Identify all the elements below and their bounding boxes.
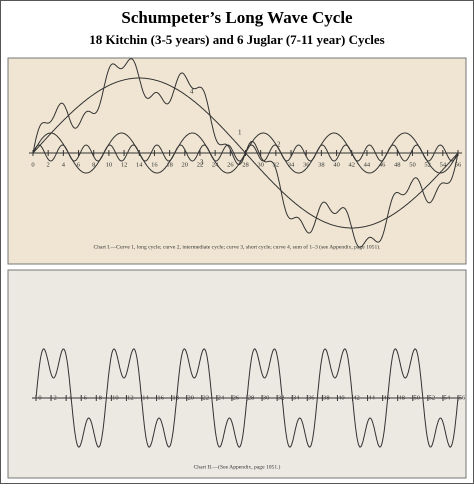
x-tick-label: 30 <box>257 161 264 168</box>
subtitle: 18 Kitchin (3-5 years) and 6 Juglar (7-1… <box>89 32 384 47</box>
x-tick-label: 26 <box>227 161 234 168</box>
x-tick-label: 12 <box>127 394 134 401</box>
x-tick-label: 48 <box>394 161 401 168</box>
caption: Chart II.—(See Appendix, page 1051.) <box>194 463 281 470</box>
chart-2: 0 2 4 6 8 10 12 14 16 18 20 22 24 26 28 30 32 34 36 38 40 42 4… <box>32 348 466 470</box>
x-tick-label: 0 <box>31 161 34 168</box>
chart-1: 0 2 4 6 8 10 12 14 16 18 20 22 24 26 28 30 32 34 36 38 40 42 4… <box>29 58 462 250</box>
x-tick-label: 28 <box>248 394 255 401</box>
x-tick-label: 8 <box>92 161 95 168</box>
panel-2 <box>7 269 467 479</box>
x-tick-label: 24 <box>218 394 225 401</box>
x-tick-label: 46 <box>379 161 386 168</box>
x-tick-label: 36 <box>308 394 315 401</box>
x-tick-label: 6 <box>84 394 88 401</box>
x-tick-label: 2 <box>53 394 56 401</box>
x-tick-label: 34 <box>288 161 295 168</box>
x-tick-label: 40 <box>338 394 345 401</box>
curve <box>35 348 459 448</box>
x-tick-label: 4 <box>62 161 66 168</box>
curve-label: 4 <box>190 88 194 96</box>
x-tick-label: 44 <box>368 394 375 401</box>
x-tick-label: 42 <box>349 161 356 168</box>
x-tick-label: 56 <box>459 394 466 401</box>
caption: Chart I.—Curve 1, long cycle; curve 2, i… <box>93 243 381 250</box>
x-tick-label: 50 <box>409 161 416 168</box>
x-tick-label: 52 <box>429 394 436 401</box>
x-tick-label: 14 <box>136 161 143 168</box>
x-tick-label: 16 <box>151 161 158 168</box>
x-tick-label: 18 <box>172 394 179 401</box>
x-tick-label: 34 <box>293 394 300 401</box>
panel-1 <box>7 57 467 265</box>
x-tick-label: 22 <box>197 161 204 168</box>
x-tick-label: 16 <box>157 394 164 401</box>
x-tick-label: 40 <box>333 161 340 168</box>
x-tick-label: 20 <box>187 394 194 401</box>
x-tick-label: 52 <box>424 161 431 168</box>
x-tick-label: 4 <box>69 394 73 401</box>
x-tick-label: 26 <box>233 394 240 401</box>
x-tick-label: 46 <box>383 394 390 401</box>
x-tick-label: 28 <box>242 161 249 168</box>
x-tick-label: 50 <box>414 394 421 401</box>
curve-label: 2 <box>277 141 281 149</box>
x-tick-label: 14 <box>142 394 149 401</box>
curve <box>32 58 459 248</box>
curve-label: 3 <box>200 159 204 167</box>
x-tick-label: 38 <box>323 394 330 401</box>
x-tick-label: 6 <box>77 161 81 168</box>
x-tick-label: 48 <box>398 394 405 401</box>
x-tick-label: 10 <box>112 394 119 401</box>
x-tick-label: 54 <box>444 394 451 401</box>
x-tick-label: 8 <box>99 394 102 401</box>
x-tick-label: 32 <box>278 394 285 401</box>
x-tick-label: 10 <box>106 161 113 168</box>
x-tick-label: 36 <box>303 161 310 168</box>
x-tick-label: 54 <box>440 161 447 168</box>
curve-label: 1 <box>238 129 242 137</box>
x-tick-label: 18 <box>166 161 173 168</box>
x-tick-label: 56 <box>455 161 462 168</box>
x-tick-label: 38 <box>318 161 325 168</box>
x-tick-label: 30 <box>263 394 270 401</box>
x-tick-label: 42 <box>353 394 360 401</box>
x-tick-label: 20 <box>182 161 189 168</box>
title: Schumpeter’s Long Wave Cycle <box>121 8 353 27</box>
x-tick-label: 2 <box>47 161 50 168</box>
x-tick-label: 0 <box>38 394 41 401</box>
x-tick-label: 22 <box>203 394 210 401</box>
x-tick-label: 44 <box>364 161 371 168</box>
x-tick-label: 24 <box>212 161 219 168</box>
x-tick-label: 12 <box>121 161 128 168</box>
x-tick-label: 32 <box>273 161 280 168</box>
